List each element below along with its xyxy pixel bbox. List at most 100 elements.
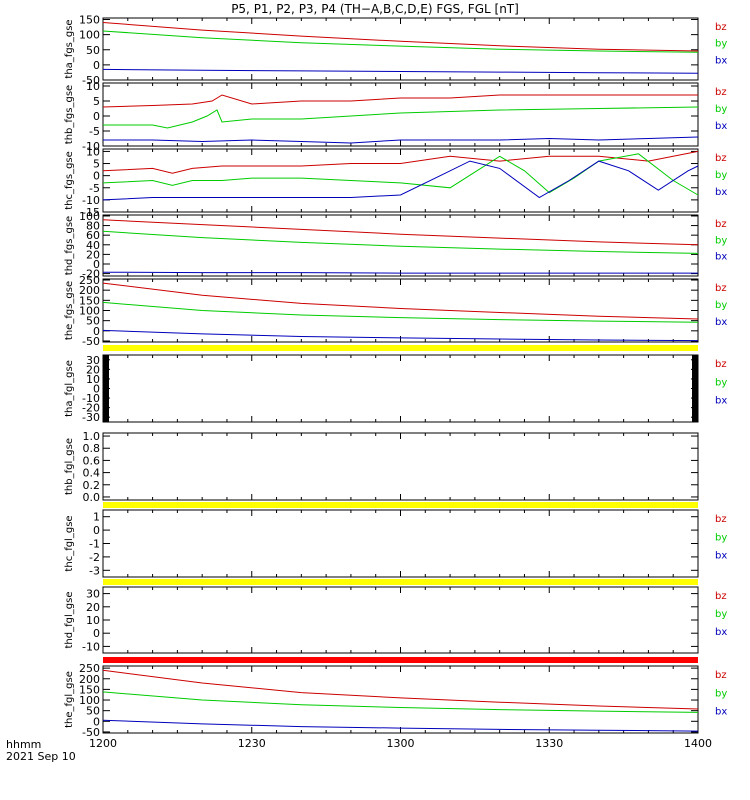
legend-by-9: by (715, 688, 727, 699)
y-tick-label-2-0: 10 (86, 145, 100, 158)
y-tick-label-1-4: -10 (82, 140, 100, 153)
data-block-right (692, 355, 698, 422)
legend-by-3: by (715, 235, 727, 246)
y-tick-label-4-0: 250 (79, 274, 100, 287)
y-tick-label-2-5: -15 (82, 206, 100, 219)
legend-bz-5: bz (715, 359, 727, 370)
y-tick-label-3-6: -20 (82, 268, 100, 281)
y-tick-label-5-3: 0 (93, 383, 100, 396)
series-by-9 (102, 691, 699, 713)
x-tick-label-1: 1230 (238, 737, 266, 750)
y-tick-label-7-0: 1 (93, 511, 100, 524)
legend-bz-7: bz (715, 514, 727, 525)
panel-frame-8 (102, 586, 699, 654)
y-tick-label-7-1: 0 (93, 524, 100, 537)
series-bz-0 (102, 22, 699, 52)
legend-bx-2: bx (715, 187, 727, 198)
time-axis-label: hhmm (6, 738, 42, 751)
y-tick-label-8-4: -10 (82, 640, 100, 653)
legend-by-8: by (715, 609, 727, 620)
y-tick-label-1-1: 5 (93, 95, 100, 108)
series-by-4 (102, 301, 699, 323)
y-tick-label-9-2: 150 (79, 683, 100, 696)
panel-frame-7 (102, 509, 699, 578)
series-bx-4 (102, 329, 699, 342)
series-by-1 (103, 106, 699, 129)
series-bx-1 (103, 136, 699, 144)
y-tick-label-2-4: -10 (82, 194, 100, 207)
y-tick-label-9-3: 100 (79, 694, 100, 707)
status-bar-3 (103, 657, 698, 663)
panel-ylabel-4: the_fgs_gse (64, 281, 75, 340)
series-by-0 (102, 30, 699, 53)
status-bar-2 (103, 579, 698, 585)
chart-title: P5, P1, P2, P3, P4 (TH−A,B,C,D,E) FGS, F… (231, 2, 519, 16)
y-tick-label-3-2: 60 (86, 229, 100, 242)
y-tick-label-1-2: 0 (93, 110, 100, 123)
legend-bz-4: bz (715, 283, 727, 294)
date-label: 2021 Sep 10 (6, 750, 76, 763)
legend-bx-9: bx (715, 707, 727, 718)
y-tick-label-8-1: 20 (86, 601, 100, 614)
series-bz-9 (102, 669, 699, 710)
y-tick-label-5-6: -30 (82, 411, 100, 424)
panel-frame-6 (102, 432, 699, 501)
panel-ylabel-7: thc_fgl_gse (64, 515, 75, 571)
y-tick-label-3-1: 80 (86, 220, 100, 233)
panel-ylabel-5: tha_fgl_gse (64, 360, 75, 417)
panel-ylabel-1: thb_fgs_gse (64, 85, 75, 144)
x-tick-label-2: 1300 (387, 737, 415, 750)
y-tick-label-8-0: 30 (86, 588, 100, 601)
panel-ylabel-0: tha_fgs_gse (64, 19, 75, 78)
y-tick-label-9-4: 50 (86, 705, 100, 718)
y-tick-label-6-5: 0.0 (83, 491, 101, 504)
y-tick-label-5-5: -20 (82, 402, 100, 415)
y-tick-label-4-2: 150 (79, 294, 100, 307)
panel-frame-5 (102, 354, 699, 423)
y-tick-label-7-3: -2 (89, 551, 100, 564)
series-by-2 (102, 153, 699, 196)
y-tick-label-0-3: 0 (93, 59, 100, 72)
legend-bz-9: bz (715, 670, 727, 681)
y-tick-label-4-3: 100 (79, 305, 100, 318)
legend-by-0: by (715, 39, 727, 50)
y-tick-label-0-2: 50 (86, 44, 100, 57)
panel-frame-4 (102, 278, 699, 343)
legend-by-5: by (715, 377, 727, 388)
legend-bx-8: bx (715, 627, 727, 638)
y-tick-label-6-3: 0.4 (83, 467, 101, 480)
legend-by-2: by (715, 170, 727, 181)
y-tick-label-6-4: 0.2 (83, 479, 101, 492)
y-tick-label-6-2: 0.6 (83, 454, 101, 467)
y-tick-label-9-0: 250 (79, 662, 100, 675)
y-tick-label-9-5: 0 (93, 715, 100, 728)
series-bz-2 (102, 150, 699, 174)
legend-bz-1: bz (715, 87, 727, 98)
series-bx-0 (102, 68, 699, 74)
x-tick-label-4: 1400 (684, 737, 712, 750)
panel-frame-1 (102, 82, 699, 147)
series-bz-1 (102, 94, 698, 108)
series-bz-3 (102, 219, 699, 246)
legend-bx-1: bx (715, 121, 727, 132)
y-tick-label-0-4: -50 (82, 74, 100, 87)
data-block-left (103, 355, 109, 422)
y-tick-label-1-3: -5 (89, 125, 100, 138)
x-tick-label-3: 1330 (535, 737, 563, 750)
y-tick-label-9-1: 200 (79, 673, 100, 686)
legend-bz-0: bz (715, 22, 727, 33)
y-tick-label-0-1: 100 (79, 29, 100, 42)
series-bx-2 (102, 160, 699, 201)
legend-by-4: by (715, 300, 727, 311)
y-tick-label-8-3: 0 (93, 627, 100, 640)
y-tick-label-5-4: -10 (82, 392, 100, 405)
panel-ylabel-9: the_fgl_gse (64, 671, 75, 728)
y-tick-label-4-4: 50 (86, 315, 100, 328)
series-bz-4 (102, 282, 699, 320)
panel-ylabel-8: thd_fgl_gse (64, 592, 75, 649)
y-tick-label-4-1: 200 (79, 284, 100, 297)
y-tick-label-1-0: 10 (86, 80, 100, 93)
legend-bz-8: bz (715, 591, 727, 602)
legend-by-7: by (715, 532, 727, 543)
y-tick-label-2-2: 0 (93, 170, 100, 183)
